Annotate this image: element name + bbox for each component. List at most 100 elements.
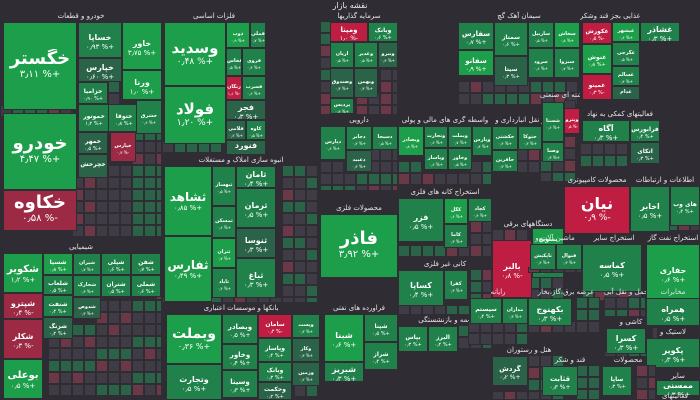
minor-symbol-tile[interactable] bbox=[108, 384, 120, 396]
symbol-tile[interactable]: بوعلی ۰٫۵ %+ bbox=[3, 359, 43, 399]
symbol-tile[interactable]: ثرمان ۰٫۵ %+ bbox=[236, 188, 276, 228]
minor-symbol-tile[interactable] bbox=[368, 185, 380, 191]
minor-symbol-tile[interactable] bbox=[410, 173, 422, 185]
minor-symbol-tile[interactable] bbox=[494, 93, 506, 105]
minor-symbol-tile[interactable] bbox=[380, 173, 392, 185]
minor-symbol-tile[interactable] bbox=[380, 69, 392, 81]
symbol-tile[interactable]: بالبر ۰٫۸ %- bbox=[492, 240, 532, 298]
minor-symbol-tile[interactable] bbox=[306, 237, 318, 249]
minor-symbol-tile[interactable] bbox=[144, 300, 156, 312]
minor-symbol-tile[interactable] bbox=[470, 173, 482, 185]
minor-symbol-tile[interactable] bbox=[72, 360, 84, 372]
minor-symbol-tile[interactable] bbox=[120, 213, 132, 225]
minor-symbol-tile[interactable] bbox=[120, 336, 132, 348]
minor-symbol-tile[interactable] bbox=[282, 285, 294, 297]
minor-symbol-tile[interactable] bbox=[156, 165, 162, 177]
minor-symbol-tile[interactable] bbox=[434, 173, 446, 185]
minor-symbol-tile[interactable] bbox=[156, 153, 162, 165]
minor-symbol-tile[interactable] bbox=[156, 201, 162, 213]
symbol-tile[interactable]: شخارک ۰٫۳ %+ bbox=[73, 275, 101, 297]
symbol-tile[interactable]: خودرو ۴٫۴۷ %+ bbox=[3, 113, 77, 190]
symbol-tile[interactable]: وپاسار ۰٫۴ %+ bbox=[258, 338, 292, 362]
minor-symbol-tile[interactable] bbox=[156, 300, 162, 312]
minor-symbol-tile[interactable] bbox=[120, 165, 132, 177]
minor-symbol-tile[interactable] bbox=[588, 365, 600, 377]
symbol-tile[interactable]: خچرخش bbox=[78, 154, 108, 178]
minor-symbol-tile[interactable] bbox=[144, 384, 156, 396]
minor-symbol-tile[interactable] bbox=[270, 297, 282, 303]
minor-symbol-tile[interactable] bbox=[482, 81, 494, 93]
symbol-tile[interactable]: ساربیل ۰٫۵ %+ bbox=[528, 22, 554, 48]
minor-symbol-tile[interactable] bbox=[398, 161, 410, 173]
symbol-tile[interactable]: شسپا ۰٫۸ %+ bbox=[43, 253, 73, 275]
symbol-tile[interactable]: وسینا ۰٫۳ %+ bbox=[222, 370, 258, 398]
minor-symbol-tile[interactable] bbox=[72, 372, 84, 384]
minor-symbol-tile[interactable] bbox=[648, 377, 656, 389]
minor-symbol-tile[interactable] bbox=[144, 177, 156, 189]
symbol-tile[interactable]: ثفارس ۰٫۴۹ %+ bbox=[164, 236, 212, 302]
minor-symbol-tile[interactable] bbox=[344, 173, 356, 185]
symbol-tile[interactable]: وحکمت ۰٫۲ %+ bbox=[258, 382, 292, 400]
minor-symbol-tile[interactable] bbox=[108, 165, 120, 177]
symbol-tile[interactable]: فنورد bbox=[226, 140, 266, 155]
minor-symbol-tile[interactable] bbox=[48, 372, 60, 384]
symbol-tile[interactable]: شپترو ۰٫۴ %- bbox=[3, 293, 43, 319]
minor-symbol-tile[interactable] bbox=[282, 297, 294, 303]
symbol-tile[interactable]: سبزوا ۰٫۷ %+ bbox=[554, 48, 580, 78]
minor-symbol-tile[interactable] bbox=[84, 201, 96, 213]
minor-symbol-tile[interactable] bbox=[528, 355, 540, 367]
symbol-tile[interactable]: شملی ۰٫۶ %+ bbox=[131, 275, 161, 297]
symbol-tile[interactable]: ساپا ۰٫۳ %+ bbox=[602, 366, 632, 396]
symbol-tile[interactable]: شزنگ ۰٫۲ %+ bbox=[43, 317, 73, 339]
minor-symbol-tile[interactable] bbox=[108, 201, 120, 213]
minor-symbol-tile[interactable] bbox=[468, 333, 480, 345]
minor-symbol-tile[interactable] bbox=[294, 177, 306, 189]
symbol-tile[interactable]: غگرجی ۰٫۵ %+ bbox=[612, 42, 640, 66]
minor-symbol-tile[interactable] bbox=[306, 201, 318, 213]
symbol-tile[interactable]: ثنوسا ۰٫۳ %+ bbox=[236, 228, 276, 258]
symbol-tile[interactable]: آگاه ۰٫۳ %+ bbox=[582, 120, 630, 142]
minor-symbol-tile[interactable] bbox=[470, 81, 482, 93]
minor-symbol-tile[interactable] bbox=[120, 312, 132, 324]
minor-symbol-tile[interactable] bbox=[332, 185, 344, 191]
symbol-tile[interactable]: کماسه ۰٫۵ %+ bbox=[582, 244, 642, 292]
symbol-tile[interactable]: ثاباد ۰٫۴ %+ bbox=[212, 268, 236, 298]
minor-symbol-tile[interactable] bbox=[132, 372, 144, 384]
minor-symbol-tile[interactable] bbox=[294, 273, 306, 285]
minor-symbol-tile[interactable] bbox=[480, 333, 492, 345]
minor-symbol-tile[interactable] bbox=[554, 81, 566, 93]
minor-symbol-tile[interactable] bbox=[96, 201, 108, 213]
minor-symbol-tile[interactable] bbox=[380, 161, 392, 173]
symbol-tile[interactable]: تاپکیش ۰٫۴ %+ bbox=[530, 244, 556, 270]
symbol-tile[interactable]: حکشتی ۰٫۴ %+ bbox=[492, 126, 518, 150]
symbol-tile[interactable]: قثابت ۰٫۳ %+ bbox=[542, 366, 578, 396]
minor-symbol-tile[interactable] bbox=[144, 336, 156, 348]
symbol-tile[interactable]: غمینو ۰٫۳ %- bbox=[582, 74, 612, 100]
minor-symbol-tile[interactable] bbox=[48, 384, 60, 396]
minor-symbol-tile[interactable] bbox=[470, 221, 482, 233]
minor-symbol-tile[interactable] bbox=[528, 367, 540, 379]
minor-symbol-tile[interactable] bbox=[470, 269, 482, 281]
symbol-tile[interactable]: شتران ۰٫۵ %+ bbox=[101, 275, 131, 297]
minor-symbol-tile[interactable] bbox=[294, 261, 306, 273]
minor-symbol-tile[interactable] bbox=[132, 384, 144, 396]
minor-symbol-tile[interactable] bbox=[588, 377, 600, 389]
minor-symbol-tile[interactable] bbox=[616, 155, 628, 167]
minor-symbol-tile[interactable] bbox=[84, 372, 96, 384]
symbol-tile[interactable]: شراز ۰٫۴ %+ bbox=[364, 342, 398, 370]
symbol-tile[interactable]: ثشاهد ۰٫۸۵ %+ bbox=[164, 166, 212, 236]
minor-symbol-tile[interactable] bbox=[470, 281, 482, 293]
minor-symbol-tile[interactable] bbox=[516, 333, 528, 345]
symbol-tile[interactable]: دجابر ۰٫۴ %+ bbox=[346, 126, 372, 150]
minor-symbol-tile[interactable] bbox=[282, 201, 294, 213]
symbol-tile[interactable]: همراه ۰٫۵ %+ bbox=[646, 298, 700, 326]
minor-symbol-tile[interactable] bbox=[72, 336, 84, 348]
symbol-tile[interactable]: وبصادر ۰٫۸ %+ bbox=[398, 126, 424, 156]
minor-symbol-tile[interactable] bbox=[518, 93, 530, 105]
minor-symbol-tile[interactable] bbox=[332, 161, 344, 173]
symbol-tile[interactable]: فملی ۰٫۷ %+ bbox=[250, 22, 266, 48]
minor-symbol-tile[interactable] bbox=[380, 149, 392, 161]
minor-symbol-tile[interactable] bbox=[306, 273, 318, 285]
minor-symbol-tile[interactable] bbox=[580, 143, 592, 155]
minor-symbol-tile[interactable] bbox=[398, 305, 410, 315]
